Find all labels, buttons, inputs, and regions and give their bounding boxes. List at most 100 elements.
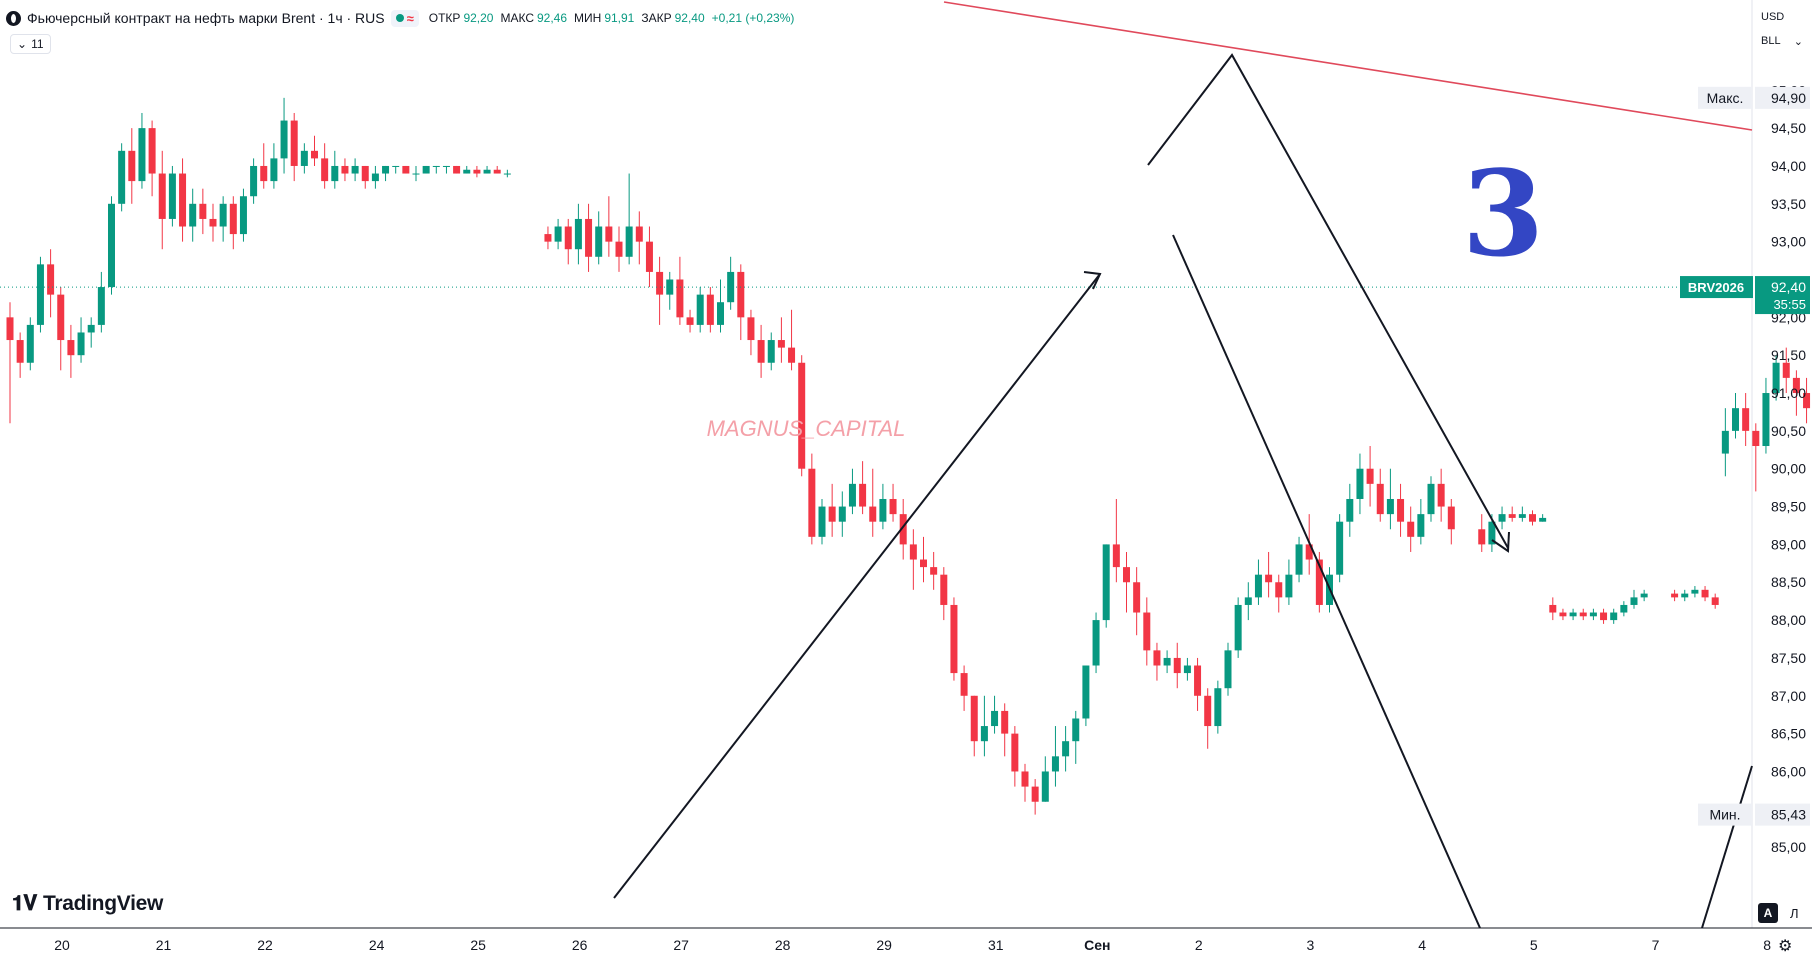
candle-body (828, 506, 836, 522)
candle-body (717, 302, 724, 325)
candle-body (209, 218, 217, 227)
tradingview-mark-icon: 𝟏𝐕 (12, 892, 37, 915)
price-tick-label: 87,50 (1771, 650, 1806, 666)
log-scale-button[interactable]: Л (1790, 906, 1799, 921)
candle-body (300, 150, 308, 166)
high-price-value-bg (1755, 86, 1810, 109)
time-tick-label: 20 (54, 937, 70, 953)
candle-body (727, 271, 735, 303)
price-tick-label: 86,00 (1771, 763, 1806, 779)
candle-body (1194, 665, 1202, 696)
candle-body (1488, 521, 1496, 545)
candle-body (361, 165, 369, 182)
ohlc-high-label: МАКС (500, 11, 534, 25)
candle-body (676, 279, 684, 318)
candle-body (250, 165, 258, 197)
candle-body (1559, 612, 1567, 617)
candle-body (1234, 604, 1242, 651)
last-price-badge-bg (1755, 276, 1810, 315)
candle-body (57, 294, 65, 341)
price-tick-label: 85,00 (1771, 839, 1806, 855)
candle-body (1092, 620, 1100, 666)
arrow-head-icon (1083, 271, 1102, 290)
time-tick-label: 24 (369, 937, 385, 953)
candle-body (219, 203, 227, 227)
time-tick-label: 29 (876, 937, 892, 953)
candle-body (1803, 393, 1811, 409)
price-tick-label: 94,00 (1771, 158, 1806, 174)
drawings (0, 1, 1753, 929)
candle-body (1102, 544, 1110, 621)
candle-body (920, 559, 927, 568)
candle-body (1407, 521, 1415, 537)
candle-body (645, 241, 653, 272)
candle-body (1072, 718, 1080, 742)
price-tick-label: 94,50 (1771, 120, 1806, 136)
candle-body (1437, 483, 1445, 507)
candle-body (808, 468, 816, 537)
candle-body (544, 234, 552, 242)
currency-selector[interactable]: USD (1758, 8, 1806, 26)
candle-body (1691, 589, 1699, 594)
candle-body (1214, 688, 1222, 727)
candle-body (321, 158, 329, 182)
market-status[interactable]: ≈ (390, 9, 419, 27)
candle-body (1163, 657, 1171, 666)
candle-body (1782, 362, 1790, 378)
candle-body (1244, 597, 1252, 605)
candle-body (1062, 741, 1070, 757)
price-tick-label: 90,00 (1771, 461, 1806, 477)
last-price-value: 92,40 (1771, 279, 1806, 295)
chevron-down-icon: ⌄ (1793, 35, 1803, 48)
candle-body (331, 165, 339, 182)
candle-body (138, 128, 146, 182)
candle-body (1173, 657, 1181, 674)
candle-body (1508, 514, 1516, 518)
candle-body (432, 165, 440, 167)
delayed-data-icon: ≈ (406, 10, 414, 26)
ohlc-open-value: 92,20 (463, 11, 494, 25)
time-tick-label: 22 (257, 937, 273, 953)
time-axis: 20 21 22 24 25 26 27 28 29 31 Сен 2 3 4 5 7 8 (54, 937, 1771, 953)
candle-body (47, 264, 55, 295)
candle-body (493, 169, 501, 174)
tradingview-logo[interactable]: 𝟏𝐕 TradingView (12, 892, 163, 916)
candle-body (168, 173, 176, 219)
candle-body (1051, 756, 1059, 772)
price-tick-label: 93,00 (1771, 234, 1806, 250)
unit-selector[interactable]: BLL ⌄ (1758, 32, 1806, 50)
unit-label: BLL (1761, 35, 1781, 47)
indicators-toggle[interactable]: ⌄ 11 (10, 34, 51, 54)
candle-body (1305, 544, 1313, 560)
candle-body (605, 226, 613, 242)
candle-body (1792, 377, 1800, 394)
candle-body (615, 241, 623, 257)
time-tick-label: 31 (988, 937, 1004, 953)
candle-body (1671, 593, 1679, 598)
candle-body (1021, 771, 1029, 787)
candle-body (1133, 582, 1141, 613)
candle-body (1183, 665, 1191, 674)
candle-body (1539, 517, 1547, 522)
candle-body (1752, 430, 1760, 447)
time-tick-label: 4 (1418, 937, 1426, 953)
candle-body (1529, 514, 1536, 522)
candle-body (148, 128, 156, 174)
auto-scale-button[interactable]: A (1758, 903, 1778, 923)
candle-body (950, 604, 958, 674)
price-axis: 85,00 86,00 86,50 87,00 87,50 88,00 88,50 89,00… (1680, 82, 1810, 855)
candle-body (1143, 612, 1151, 651)
candle-body (889, 498, 897, 515)
candle-body (290, 120, 298, 166)
time-tick-label: 21 (156, 937, 172, 953)
time-tick-label: 2 (1195, 937, 1203, 953)
time-tick-label: Сен (1084, 937, 1110, 953)
candle-body (118, 150, 126, 204)
candle-body (869, 506, 877, 522)
candle-body (270, 158, 278, 182)
candle-body (940, 574, 948, 605)
settings-icon[interactable]: ⚙ (1778, 938, 1793, 955)
chart-title[interactable]: Фьючерсный контракт на нефть марки Brent… (27, 10, 385, 26)
candle-body (1478, 529, 1486, 545)
